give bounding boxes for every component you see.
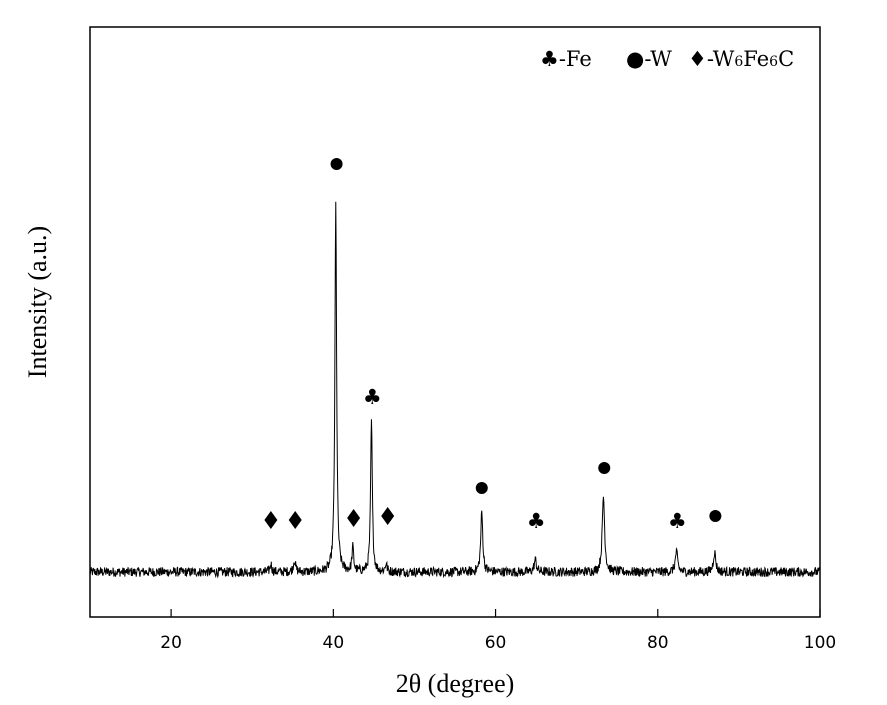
xrd-pattern-line [89,201,821,579]
peak-marker-diamond-icon [381,507,395,525]
plot-frame [89,26,821,618]
club-icon: ♣ [540,47,559,71]
peak-marker-club-icon: ♣ [527,509,546,533]
circle-icon: ● [626,47,644,71]
x-tick-label-80: 80 [647,633,669,653]
x-axis-title: 2θ (degree) [396,669,515,698]
peak-marker-circle-icon [475,482,488,494]
legend-item-w: ●-W [626,47,672,71]
peak-marker-club-icon: ♣ [363,385,382,409]
x-tick-label-20: 20 [160,633,182,653]
peak-marker-diamond-icon [264,511,278,529]
x-tick-label-60: 60 [485,633,507,653]
legend-label-sub1: 6 [734,54,743,70]
peak-marker-circle-icon [330,158,343,170]
peak-marker-circle-icon [598,462,611,474]
y-axis-title: Intensity (a.u.) [23,226,52,378]
peak-marker-diamond-icon [288,511,302,529]
diamond-icon: ♦ [688,47,707,71]
legend: ♣-Fe ●-W ♦-W6Fe6C [540,47,794,71]
x-axis-ticks [170,609,821,617]
peak-marker-diamond-icon [347,509,361,527]
legend-label-w: -W [644,47,672,71]
legend-label-sub2: 6 [769,54,778,70]
x-tick-label-100: 100 [804,633,836,653]
peak-markers: ♣ ♣ ♣ [264,158,722,533]
legend-item-fe: ♣-Fe [540,47,592,71]
legend-label-mid: Fe [743,47,769,71]
x-axis-tick-labels: 20 40 60 80 100 [160,633,836,653]
x-tick-label-40: 40 [323,633,345,653]
peak-marker-circle-icon [709,510,722,522]
legend-label-end: C [778,47,794,71]
legend-label-w6fe6c-main: -W [707,47,735,71]
legend-label-fe: -Fe [559,47,592,71]
peak-marker-club-icon: ♣ [668,509,687,533]
legend-item-w6fe6c: ♦-W6Fe6C [688,47,794,71]
